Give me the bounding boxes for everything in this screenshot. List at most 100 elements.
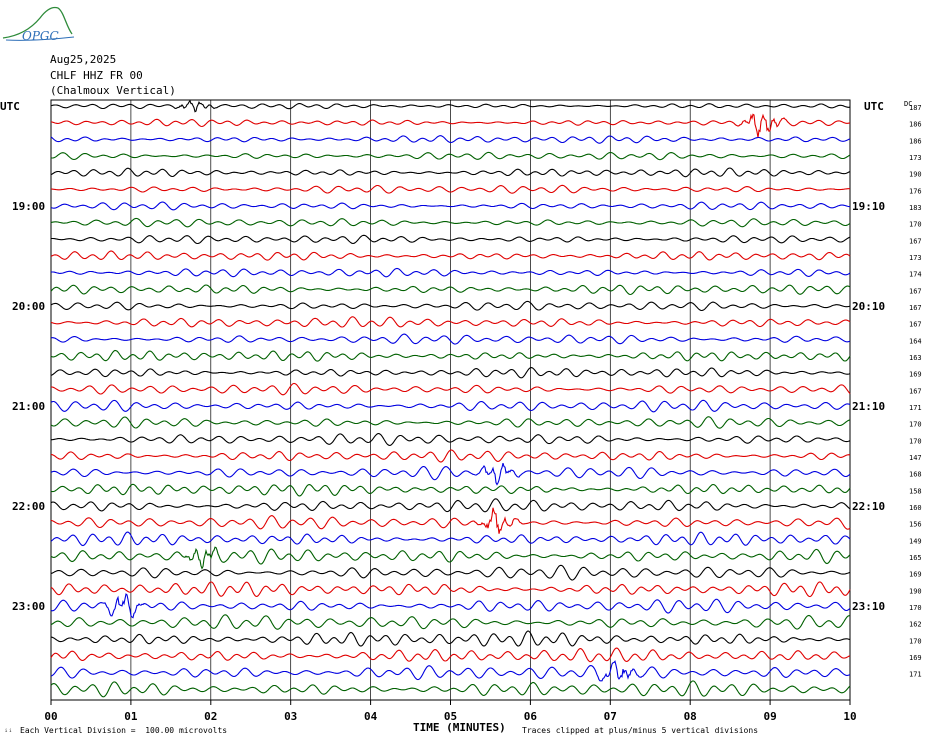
dc-offset-label-24: 160 xyxy=(909,504,922,512)
logo-text: OPGC xyxy=(22,29,59,43)
x-tick-label-05: 05 xyxy=(444,710,457,723)
trace-24 xyxy=(50,498,851,513)
trace-1 xyxy=(50,113,851,138)
dc-offset-label-20: 170 xyxy=(909,437,922,445)
trace-3 xyxy=(50,151,851,161)
left-time-label-2000: 20:00 xyxy=(12,300,45,313)
x-tick-label-02: 02 xyxy=(204,710,217,723)
right-timezone-label: UTC xyxy=(864,100,884,113)
right-time-label-2210: 22:10 xyxy=(852,500,885,513)
trace-20 xyxy=(50,433,851,446)
trace-28 xyxy=(50,564,851,581)
trace-14 xyxy=(50,333,851,345)
trace-35 xyxy=(50,680,851,698)
x-tick-label-09: 09 xyxy=(763,710,776,723)
trace-2 xyxy=(50,135,851,144)
dc-offset-label-3: 173 xyxy=(909,154,922,162)
dc-offset-label-15: 163 xyxy=(909,354,922,362)
trace-30 xyxy=(50,593,851,619)
plot-grid xyxy=(50,99,851,705)
dc-offset-label-14: 164 xyxy=(909,337,922,345)
dc-offset-label-33: 169 xyxy=(909,654,922,662)
trace-26 xyxy=(50,531,851,547)
dc-offset-label-25: 156 xyxy=(909,521,922,529)
x-tick-label-10: 10 xyxy=(843,710,856,723)
dc-offset-label-31: 162 xyxy=(909,621,922,629)
trace-25 xyxy=(50,507,851,534)
x-tick-label-01: 01 xyxy=(124,710,138,723)
trace-34 xyxy=(50,660,851,682)
seismic-traces xyxy=(50,99,851,698)
right-time-label-1910: 19:10 xyxy=(852,200,885,213)
dc-offset-label-28: 169 xyxy=(909,571,922,579)
trace-22 xyxy=(50,462,851,486)
trace-29 xyxy=(50,581,851,598)
left-time-label-2100: 21:00 xyxy=(12,400,45,413)
corner-mark: ᵢᵢ xyxy=(4,726,13,734)
opgc-logo: OPGC xyxy=(2,6,75,43)
dc-offset-label-2: 186 xyxy=(909,137,922,145)
trace-9 xyxy=(50,250,851,261)
station-location: (Chalmoux Vertical) xyxy=(50,84,176,97)
dc-offset-label-13: 167 xyxy=(909,321,922,329)
dc-offset-label-21: 147 xyxy=(909,454,922,462)
plot-labels: 00 01 02 03 04 05 06 07 08 09 10 187 186 186 173 190 176… xyxy=(0,100,922,723)
dc-offset-label-8: 167 xyxy=(909,237,922,245)
dc-offset-label-16: 169 xyxy=(909,371,922,379)
trace-7 xyxy=(50,217,851,228)
x-tick-label-03: 03 xyxy=(284,710,297,723)
trace-15 xyxy=(50,349,851,362)
left-time-label-1900: 19:00 xyxy=(12,200,45,213)
right-time-label-2110: 21:10 xyxy=(852,400,885,413)
trace-23 xyxy=(50,483,851,497)
clip-note: Traces clipped at plus/minus 5 vertical … xyxy=(522,726,759,735)
dc-offset-label-26: 149 xyxy=(909,537,922,545)
dc-offset-label-4: 190 xyxy=(909,171,922,179)
trace-27 xyxy=(50,546,851,570)
x-tick-label-08: 08 xyxy=(684,710,697,723)
trace-31 xyxy=(50,614,850,630)
dc-offset-label-7: 170 xyxy=(909,221,922,229)
dc-offset-label-23: 158 xyxy=(909,487,922,495)
dc-offset-label-29: 190 xyxy=(909,587,922,595)
record-date: Aug25,2025 xyxy=(50,53,117,66)
trace-33 xyxy=(50,647,851,663)
dc-offset-label-19: 170 xyxy=(909,421,922,429)
dc-offset-label-5: 176 xyxy=(909,187,922,195)
x-tick-label-00: 00 xyxy=(44,710,57,723)
dc-offset-label-11: 167 xyxy=(909,287,922,295)
x-tick-label-06: 06 xyxy=(524,710,538,723)
dc-offset-label-22: 168 xyxy=(909,471,922,479)
scale-note: Each Vertical Division = 100.00 microvol… xyxy=(20,726,228,735)
dc-offset-label-1: 186 xyxy=(909,121,922,129)
trace-5 xyxy=(50,184,851,194)
dc-offset-label-34: 171 xyxy=(909,671,922,679)
dc-offset-label-27: 165 xyxy=(909,554,922,562)
left-time-label-2300: 23:00 xyxy=(12,600,45,613)
dc-offset-label-18: 171 xyxy=(909,404,922,412)
trace-10 xyxy=(50,267,851,278)
x-axis-label: TIME (MINUTES) xyxy=(413,721,506,734)
x-tick-label-07: 07 xyxy=(604,710,617,723)
right-time-label-2310: 23:10 xyxy=(852,600,885,613)
trace-16 xyxy=(50,367,851,379)
dc-offset-label-6: 183 xyxy=(909,204,922,212)
x-tick-label-04: 04 xyxy=(364,710,378,723)
dc-offset-label-10: 174 xyxy=(909,271,922,279)
trace-11 xyxy=(50,284,851,296)
dc-offset-label-9: 173 xyxy=(909,254,922,262)
dc-offset-label-30: 170 xyxy=(909,604,922,612)
trace-4 xyxy=(50,167,851,178)
trace-13 xyxy=(50,316,851,328)
trace-18 xyxy=(50,399,851,413)
dc-offset-label-17: 167 xyxy=(909,387,922,395)
trace-6 xyxy=(50,201,851,211)
trace-8 xyxy=(50,234,851,245)
right-time-label-2010: 20:10 xyxy=(852,300,885,313)
station-code: CHLF HHZ FR 00 xyxy=(50,69,143,82)
left-timezone-label: UTC xyxy=(0,100,20,113)
left-time-label-2200: 22:00 xyxy=(12,500,45,513)
trace-12 xyxy=(50,300,851,312)
trace-17 xyxy=(50,382,851,396)
